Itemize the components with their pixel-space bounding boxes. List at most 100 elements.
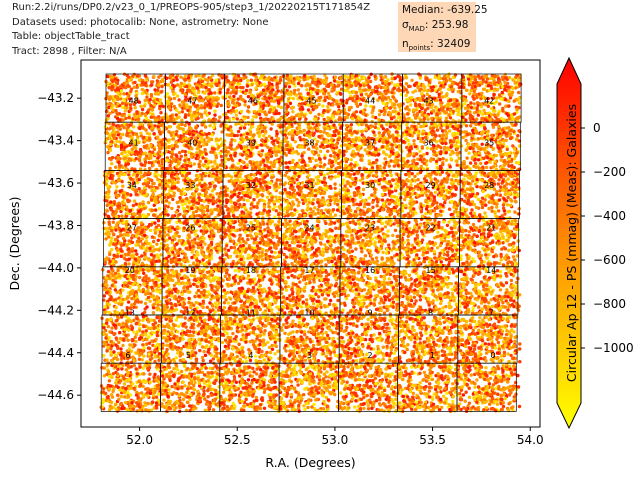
data-point xyxy=(463,130,467,134)
data-point xyxy=(457,156,461,161)
data-point xyxy=(198,198,202,202)
data-point xyxy=(433,133,437,137)
data-point xyxy=(209,91,213,95)
data-point xyxy=(219,103,223,108)
data-point xyxy=(313,194,318,198)
data-point xyxy=(479,161,483,166)
data-point xyxy=(124,167,128,172)
data-point xyxy=(391,178,395,182)
data-point xyxy=(208,193,213,197)
data-point xyxy=(385,101,389,106)
data-point xyxy=(242,191,246,195)
data-point xyxy=(234,76,238,80)
data-point xyxy=(398,108,403,112)
data-point xyxy=(397,144,402,148)
data-point xyxy=(501,77,506,82)
data-point xyxy=(466,181,471,186)
data-point xyxy=(438,172,442,177)
data-point xyxy=(390,143,394,147)
data-point xyxy=(327,195,332,199)
data-point xyxy=(361,177,365,181)
data-point xyxy=(396,116,401,120)
data-point xyxy=(156,143,161,148)
data-point xyxy=(202,143,206,147)
data-point xyxy=(362,205,367,209)
data-point xyxy=(115,223,119,227)
data-point xyxy=(445,180,449,184)
data-point xyxy=(413,98,418,102)
data-point xyxy=(392,115,396,119)
data-point xyxy=(437,123,441,127)
data-point xyxy=(220,130,224,134)
data-point xyxy=(245,190,249,195)
data-point xyxy=(442,85,446,89)
data-point xyxy=(228,95,232,99)
data-point xyxy=(159,111,163,115)
data-point xyxy=(278,178,283,182)
data-point xyxy=(257,109,262,113)
data-point xyxy=(243,122,248,127)
data-point xyxy=(206,209,210,213)
data-point xyxy=(139,104,143,109)
data-point xyxy=(396,133,400,138)
data-point xyxy=(344,159,349,164)
data-point xyxy=(209,137,214,142)
data-point xyxy=(321,104,325,108)
data-point xyxy=(119,89,124,93)
data-point xyxy=(176,180,180,184)
data-point xyxy=(433,75,437,80)
data-point xyxy=(217,78,221,82)
data-point xyxy=(449,170,453,174)
data-point xyxy=(253,191,257,195)
data-point xyxy=(395,204,399,208)
data-point xyxy=(402,140,406,144)
data-point xyxy=(307,197,311,202)
data-point xyxy=(125,219,129,224)
data-point xyxy=(427,88,431,92)
data-point xyxy=(319,209,324,213)
data-point xyxy=(472,106,476,110)
data-point xyxy=(404,76,409,80)
data-point xyxy=(168,163,172,168)
data-point xyxy=(422,88,426,93)
data-point xyxy=(181,206,185,211)
data-point xyxy=(274,195,278,199)
tract-info-line: Tract: 2898 , Filter: N/A xyxy=(12,45,127,57)
data-point xyxy=(514,154,518,158)
data-point xyxy=(382,112,386,117)
data-point xyxy=(262,82,267,86)
data-point xyxy=(322,117,326,122)
data-point xyxy=(114,109,118,113)
data-point xyxy=(139,221,144,225)
data-point xyxy=(263,92,268,96)
data-point xyxy=(517,97,521,101)
data-point xyxy=(486,151,490,155)
data-point xyxy=(104,232,108,236)
data-point xyxy=(448,139,453,143)
data-point xyxy=(490,205,494,210)
data-point xyxy=(479,102,483,107)
data-point xyxy=(159,90,163,94)
data-point xyxy=(235,207,239,212)
data-point xyxy=(354,110,359,114)
data-point xyxy=(122,92,126,96)
data-point xyxy=(377,131,381,135)
data-point xyxy=(331,208,336,212)
data-point xyxy=(447,190,451,195)
data-point xyxy=(180,122,184,127)
data-point xyxy=(499,97,503,101)
data-point xyxy=(275,82,279,86)
data-point xyxy=(106,150,110,155)
data-point xyxy=(238,175,242,179)
data-point xyxy=(196,133,201,138)
data-point xyxy=(168,125,173,129)
data-point xyxy=(335,208,340,212)
data-point xyxy=(333,213,338,217)
data-point xyxy=(476,158,481,162)
data-point xyxy=(288,101,293,106)
data-point xyxy=(254,166,258,170)
data-point xyxy=(443,145,447,149)
data-point xyxy=(286,97,291,101)
data-point xyxy=(403,213,407,218)
run-info-line: Run:2.2i/runs/DP0.2/v23_0_1/PREOPS-905/s… xyxy=(12,2,371,13)
